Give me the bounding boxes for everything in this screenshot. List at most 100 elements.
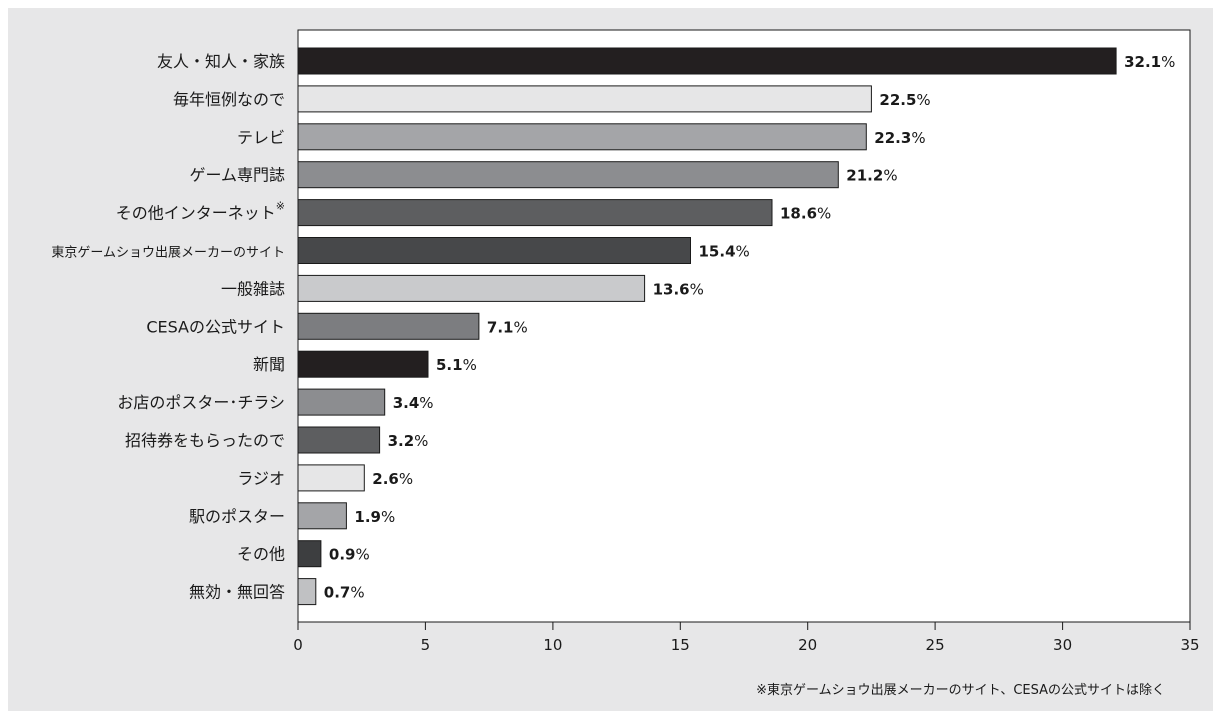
bar-0 <box>297 47 1117 75</box>
category-label-0: 友人・知人・家族 <box>157 52 285 71</box>
x-tick-label-1: 5 <box>421 636 431 654</box>
value-label-12: 1.9% <box>354 508 395 526</box>
value-number-0: 32.1 <box>1124 53 1161 71</box>
value-unit-13: % <box>355 546 369 564</box>
value-label-4: 18.6% <box>780 205 831 223</box>
value-label-6: 13.6% <box>653 280 704 298</box>
value-number-6: 13.6 <box>653 280 690 298</box>
category-label-9: お店のポスター･チラシ <box>117 393 285 412</box>
value-number-14: 0.7 <box>324 584 351 602</box>
value-unit-5: % <box>736 243 750 261</box>
category-text-0: 友人・知人・家族 <box>157 52 285 71</box>
value-number-5: 15.4 <box>699 243 736 261</box>
x-tick-label-5: 25 <box>926 636 945 654</box>
bar-9 <box>297 388 386 416</box>
value-number-7: 7.1 <box>487 318 514 336</box>
category-label-14: 無効・無回答 <box>189 583 285 602</box>
value-label-1: 22.5% <box>879 91 930 109</box>
category-text-12: 駅のポスター <box>189 507 285 526</box>
category-label-11: ラジオ <box>237 469 285 488</box>
value-label-10: 3.2% <box>388 432 429 450</box>
category-label-1: 毎年恒例なので <box>173 90 285 109</box>
value-number-13: 0.9 <box>329 546 356 564</box>
value-unit-0: % <box>1161 53 1175 71</box>
category-label-7: CESAの公式サイト <box>146 317 285 336</box>
value-unit-4: % <box>817 205 831 223</box>
category-text-5: 東京ゲームショウ出展メーカーのサイト <box>51 245 285 261</box>
value-unit-10: % <box>414 432 428 450</box>
value-unit-1: % <box>916 91 930 109</box>
category-text-2: テレビ <box>237 128 285 147</box>
category-text-7: CESAの公式サイト <box>146 317 285 336</box>
category-text-13: その他 <box>237 545 285 564</box>
bar-5 <box>297 237 691 264</box>
value-label-14: 0.7% <box>324 584 365 602</box>
value-label-7: 7.1% <box>487 318 528 336</box>
bar-12 <box>297 502 347 530</box>
value-number-8: 5.1 <box>436 356 463 374</box>
category-text-4: その他インターネット <box>116 204 276 223</box>
value-label-13: 0.9% <box>329 546 370 564</box>
category-label-10: 招待券をもらったので <box>125 431 285 450</box>
category-text-10: 招待券をもらったので <box>125 431 285 450</box>
value-label-0: 32.1% <box>1124 53 1175 71</box>
value-label-11: 2.6% <box>372 470 413 488</box>
x-tick-label-0: 0 <box>293 636 303 654</box>
category-text-8: 新聞 <box>253 355 285 374</box>
bar-8 <box>297 350 429 378</box>
category-label-12: 駅のポスター <box>189 507 285 526</box>
value-unit-9: % <box>419 394 433 412</box>
value-number-12: 1.9 <box>354 508 381 526</box>
category-text-6: 一般雑誌 <box>221 279 285 298</box>
value-number-4: 18.6 <box>780 205 817 223</box>
category-text-14: 無効・無回答 <box>189 583 285 602</box>
bar-10 <box>297 426 381 454</box>
value-number-2: 22.3 <box>874 129 911 147</box>
value-unit-6: % <box>690 280 704 298</box>
bar-3 <box>297 161 839 189</box>
x-tick-label-7: 35 <box>1180 636 1199 654</box>
category-label-3: ゲーム専門誌 <box>189 166 285 185</box>
value-label-8: 5.1% <box>436 356 477 374</box>
value-unit-7: % <box>513 318 527 336</box>
value-number-10: 3.2 <box>388 432 415 450</box>
category-label-13: その他 <box>237 545 285 564</box>
category-label-5: 東京ゲームショウ出展メーカーのサイト <box>51 245 285 261</box>
category-note-4: ※ <box>276 200 285 213</box>
bar-7 <box>297 312 480 340</box>
value-unit-2: % <box>911 129 925 147</box>
value-labels: 32.1%22.5%22.3%21.2%18.6%15.4%13.6%7.1%5… <box>324 53 1176 602</box>
bar-11 <box>297 464 365 492</box>
bar-13 <box>297 540 322 568</box>
bar-6 <box>297 274 646 302</box>
category-text-9: お店のポスター･チラシ <box>117 393 285 412</box>
value-number-9: 3.4 <box>393 394 420 412</box>
bar-4 <box>297 199 773 227</box>
x-tick-label-3: 15 <box>671 636 690 654</box>
category-text-1: 毎年恒例なので <box>173 90 285 109</box>
value-label-2: 22.3% <box>874 129 925 147</box>
footnote: ※東京ゲームショウ出展メーカーのサイト、CESAの公式サイトは除く <box>756 682 1165 698</box>
category-label-8: 新聞 <box>253 355 285 374</box>
category-label-6: 一般雑誌 <box>221 279 285 298</box>
x-tick-label-4: 20 <box>798 636 817 654</box>
value-number-1: 22.5 <box>879 91 916 109</box>
x-axis: 0 5 10 15 20 25 30 35 <box>293 622 1200 654</box>
bar-2 <box>297 123 867 151</box>
category-label-4: その他インターネット※ <box>116 200 285 223</box>
category-text-11: ラジオ <box>237 469 285 488</box>
category-text-3: ゲーム専門誌 <box>189 166 285 185</box>
value-unit-3: % <box>883 167 897 185</box>
x-tick-label-6: 30 <box>1053 636 1072 654</box>
x-tick-label-2: 10 <box>543 636 562 654</box>
value-label-9: 3.4% <box>393 394 434 412</box>
value-unit-11: % <box>399 470 413 488</box>
value-label-3: 21.2% <box>846 167 897 185</box>
value-unit-12: % <box>381 508 395 526</box>
value-unit-8: % <box>463 356 477 374</box>
value-label-5: 15.4% <box>699 243 750 261</box>
category-label-2: テレビ <box>237 128 285 147</box>
value-unit-14: % <box>350 584 364 602</box>
